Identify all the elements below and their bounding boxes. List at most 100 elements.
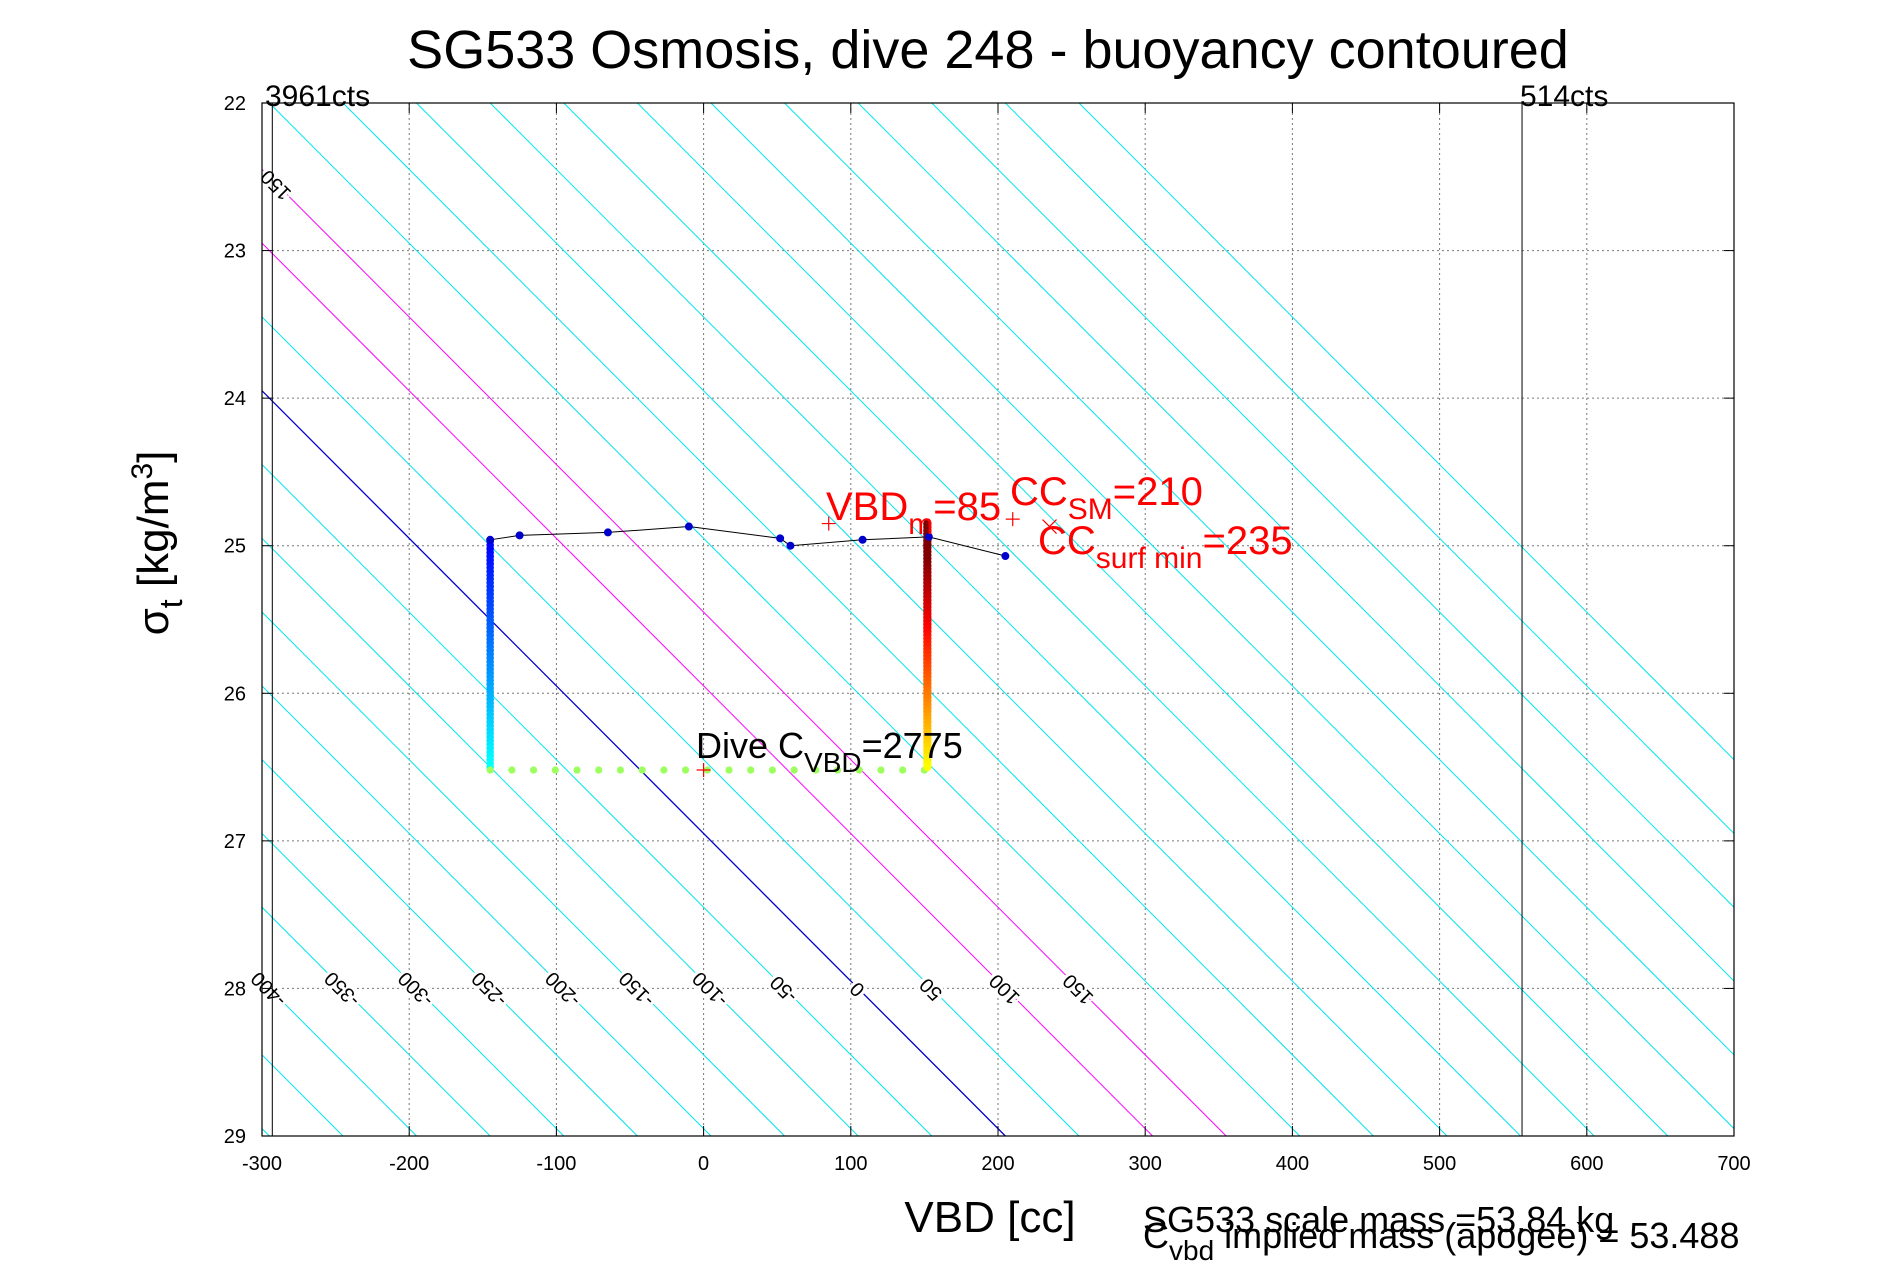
apogee-point [551,766,559,774]
cc-sm-sub: SM [1068,493,1113,526]
contour-level-label: -250 [468,967,512,1011]
surface-point [515,531,524,540]
apogee-point [486,766,494,774]
cc-surf-annotation: CCsurf min=235 [1038,519,1293,575]
y-label-sup: 3 [126,463,159,480]
surface-point [776,534,785,543]
y-tick-label: 25 [224,536,246,558]
x-tick-label: -200 [389,1153,429,1175]
buoyancy-contour-line [262,242,1153,1136]
buoyancy-contour-line [416,103,1448,1136]
apogee-point [790,766,798,774]
apogee-point [768,766,777,774]
apogee-point [508,766,516,774]
contour-level-label: -400 [247,967,291,1011]
y-label-unit: [kg/m [129,480,178,600]
cvbd-sub: vbd [1169,1235,1214,1262]
contour-level-label: 150 [1059,969,1098,1008]
apogee-point [529,766,538,774]
x-tick-label: 0 [698,1153,709,1175]
buoyancy-contour-line [262,832,565,1136]
apogee-point [877,766,885,774]
buoyancy-contour-line [262,906,491,1136]
x-tick-label: 500 [1423,1153,1456,1175]
contour-level-label: 0 [846,977,869,1000]
y-tick-label: 29 [224,1126,246,1148]
x-tick-label: 300 [1129,1153,1162,1175]
buoyancy-contour-line [262,685,712,1136]
buoyancy-contour-line [342,103,1374,1136]
apogee-point [747,766,755,774]
cc-surf-value: =235 [1202,519,1292,563]
apogee-point [725,766,733,774]
apogee-point [638,766,646,774]
apogee-point [660,766,668,774]
right-counts-label: 514cts [1520,80,1608,113]
buoyancy-contour-line [262,316,1080,1136]
buoyancy-contour-line [489,103,1521,1136]
buoyancy-contour-line [262,758,638,1136]
cc-sm-prefix: CC [1010,470,1068,514]
x-tick-label: -300 [242,1153,282,1175]
y-tick-label: 22 [224,93,246,115]
x-tick-label: 600 [1570,1153,1603,1175]
buoyancy-contour-line [857,103,1734,982]
cvbd-implied-mass-label: Cvbd implied mass (apogee) = 53.488 [1143,1215,1739,1262]
cc-surf-sub: surf min [1096,542,1203,575]
axes-layer [261,102,1735,1137]
apogee-point [855,766,863,774]
contour-level-label: 50 [916,973,947,1004]
vbd-m-value: =85 [933,485,1001,529]
buoyancy-contour-line [262,168,1227,1136]
surface-point [603,528,612,537]
x-tick-label: 100 [834,1153,867,1175]
y-label-sigma: σ [129,608,178,635]
x-tick-label: 700 [1717,1153,1750,1175]
contour-level-label: -50 [766,971,802,1007]
surface-point [858,535,867,544]
cc-surf-prefix: CC [1038,519,1096,563]
buoyancy-contour-line [784,103,1734,1056]
surface-point [924,532,933,541]
y-axis-label: σt [kg/m3] [126,451,189,636]
red-plus-marker [821,516,836,531]
dive-cvbd-annotation: Dive CVBD=2775 [696,725,963,778]
red-plus-marker [696,763,711,778]
x-axis-label: VBD [cc] [904,1193,1075,1242]
buoyancy-contour-line [262,611,785,1136]
apogee-point [833,766,842,774]
contour-level-label: -200 [541,967,585,1011]
grid-layer [261,102,1735,1137]
x-tick-label: 200 [981,1153,1014,1175]
buoyancy-contour-line [1005,103,1734,835]
red-cross-marker [1042,519,1057,534]
buoyancy-contour-line [262,537,859,1136]
apogee-point [573,766,581,774]
buoyancy-contour-line [563,103,1595,1136]
cvbd-text: implied mass (apogee) = 53.488 [1214,1215,1739,1256]
dive-cvbd-prefix: Dive C [696,725,804,766]
y-tick-label: 23 [224,241,246,263]
buoyancy-contour-line [931,103,1734,908]
contour-level-label: 100 [985,969,1024,1008]
x-tick-label: -100 [536,1153,576,1175]
apogee-point [595,766,603,774]
apogee-point [899,766,907,774]
contour-level-label: -150 [615,967,659,1011]
vbd-m-annotation: VBDm=85 [826,485,1001,541]
dive-cvbd-sub: VBD [804,747,862,778]
marker-layer [696,512,1057,778]
limit-layer [271,103,1523,1136]
contour-level-label: -350 [321,967,365,1011]
cc-sm-value: =210 [1113,470,1203,514]
y-tick-label: 27 [224,831,246,853]
apogee-point [616,766,625,774]
red-plus-marker [1005,512,1020,527]
data-layer [486,519,1010,774]
apogee-point [681,766,690,774]
left-counts-label: 3961cts [265,80,370,113]
surface-point [786,541,795,550]
dive-cvbd-value: =2775 [862,725,963,766]
